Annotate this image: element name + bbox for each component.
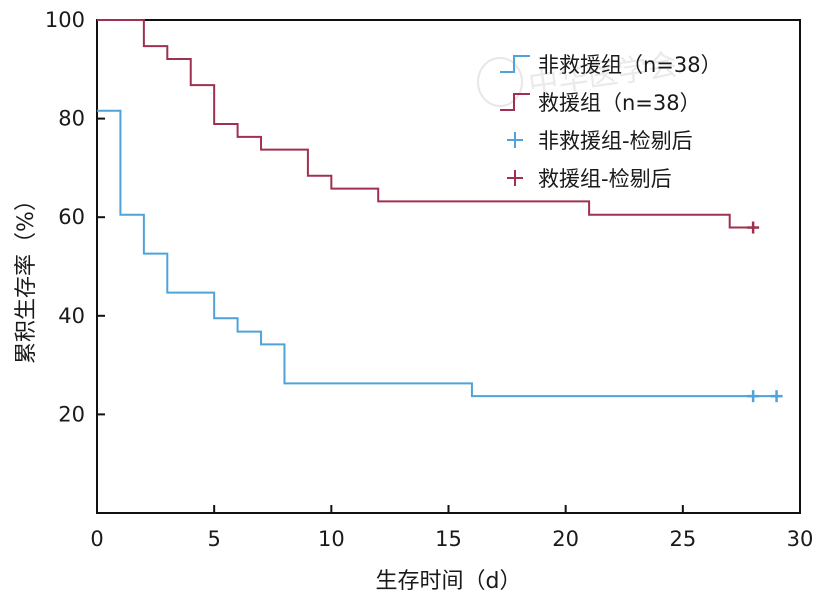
x-tick-label: 10 [318, 527, 345, 551]
y-tick-label: 60 [58, 205, 85, 229]
x-tick-label: 5 [207, 527, 220, 551]
legend-plus-swatch [507, 132, 523, 148]
axes: 0 5 10 15 20 25 30 20 40 60 80 100 生存时间（d） 累积生存率（%） [14, 8, 813, 594]
legend-label: 救援组（n=38） [538, 91, 701, 115]
y-tick-label: 20 [58, 402, 85, 426]
x-tick-label: 20 [552, 527, 579, 551]
legend-step-swatch [500, 55, 530, 73]
y-tick-label: 40 [58, 304, 85, 328]
y-tick-label: 80 [58, 107, 85, 131]
x-tick-label: 15 [435, 527, 462, 551]
y-tick-label: 100 [45, 8, 85, 32]
legend-label: 非救援组-检剔后 [538, 129, 693, 153]
survival-step-line [97, 109, 777, 398]
legend-item: 非救援组（n=38） [500, 53, 722, 77]
x-axis-title: 生存时间（d） [376, 569, 522, 594]
censor-mark [747, 390, 760, 403]
legend-label: 非救援组（n=38） [538, 53, 722, 77]
legend-item: 救援组-检剔后 [507, 167, 672, 191]
survival-step-line [97, 19, 754, 229]
x-tick-label: 0 [90, 527, 103, 551]
legend-item: 非救援组-检剔后 [507, 129, 693, 153]
legend-label: 救援组-检剔后 [538, 167, 672, 191]
y-axis-title: 累积生存率（%） [14, 189, 39, 364]
legend-plus-swatch [507, 170, 523, 186]
legend-step-swatch [500, 93, 530, 111]
x-tick-label: 30 [787, 527, 814, 551]
censor-mark [747, 221, 760, 234]
x-tick-label: 25 [669, 527, 696, 551]
series-non-rescue [97, 109, 783, 403]
series-layer [97, 19, 783, 403]
censor-mark [770, 390, 783, 403]
legend-item: 救援组（n=38） [500, 91, 701, 115]
series-rescue [97, 19, 760, 234]
